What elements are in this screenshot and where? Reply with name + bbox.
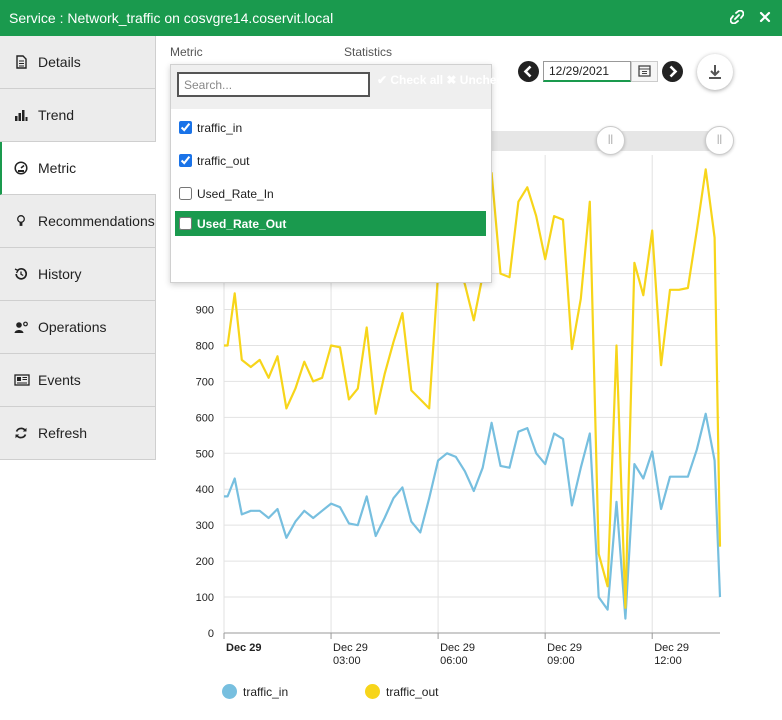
- series-line-traffic-out: [224, 168, 722, 609]
- y-tick-label: 400: [196, 484, 214, 496]
- user-gear-icon: [14, 320, 28, 334]
- window-title: Service : Network_traffic on cosvgre14.c…: [9, 10, 334, 26]
- x-tick-label: 09:00: [547, 655, 575, 667]
- lightbulb-icon: [14, 214, 28, 228]
- sidebar-item-label: Details: [38, 54, 81, 70]
- sidebar-item-label: History: [38, 266, 82, 282]
- sidebar-item-label: Metric: [38, 160, 77, 176]
- x-tick-label: 03:00: [333, 655, 361, 667]
- x-tick-label: Dec 29: [333, 642, 368, 654]
- download-icon: [709, 65, 721, 79]
- download-button[interactable]: [697, 54, 733, 90]
- window-titlebar: Service : Network_traffic on cosvgre14.c…: [0, 0, 782, 36]
- slider-handle-left[interactable]: ||: [596, 126, 625, 155]
- y-tick-label: 700: [196, 376, 214, 388]
- legend-item-traffic-in[interactable]: traffic_in: [222, 684, 288, 699]
- metric-option-label: Used_Rate_Out: [197, 216, 287, 231]
- metric-option-traffic-in[interactable]: traffic_in: [175, 115, 486, 140]
- sidebar-item-label: Trend: [38, 107, 75, 123]
- document-icon: [14, 55, 28, 69]
- x-tick-label: Dec 29: [226, 642, 261, 654]
- x-tick-label: 12:00: [654, 655, 682, 667]
- sidebar-item-details[interactable]: Details: [0, 36, 156, 89]
- y-tick-label: 800: [196, 340, 214, 352]
- y-tick-label: 500: [196, 448, 214, 460]
- sidebar-item-operations[interactable]: Operations: [0, 301, 156, 354]
- y-tick-label: 200: [196, 556, 214, 568]
- sidebar-item-events[interactable]: Events: [0, 354, 156, 407]
- y-tick-label: 0: [208, 628, 214, 640]
- x-tick-label: 06:00: [440, 655, 468, 667]
- metric-option-used-rate-in[interactable]: Used_Rate_In: [175, 181, 486, 206]
- x-tick-label: Dec 29: [547, 642, 582, 654]
- previous-date-button[interactable]: [518, 61, 539, 82]
- calendar-button[interactable]: [631, 61, 658, 82]
- metric-option-label: Used_Rate_In: [197, 186, 274, 201]
- x-tick-label: Dec 29: [654, 642, 689, 654]
- sidebar-item-label: Operations: [38, 319, 107, 335]
- dropdown-header: ✔ Check all ✖ Unchec: [171, 65, 503, 109]
- gauge-icon: [14, 161, 28, 175]
- metric-checkbox[interactable]: [179, 121, 192, 134]
- metric-option-label: traffic_in: [197, 120, 243, 135]
- statistics-label: Statistics: [344, 45, 393, 59]
- metric-option-used-rate-out[interactable]: Used_Rate_Out: [175, 211, 486, 236]
- history-icon: [14, 267, 28, 281]
- events-icon: [14, 373, 30, 387]
- main-panel: Metric Statistics: [156, 36, 782, 720]
- sidebar-item-label: Events: [38, 372, 81, 388]
- sidebar-item-label: Recommendations: [38, 213, 155, 229]
- bar-chart-icon: [14, 108, 28, 122]
- y-tick-label: 300: [196, 520, 214, 532]
- metric-checkbox[interactable]: [179, 217, 192, 230]
- sidebar-item-metric[interactable]: Metric: [0, 142, 156, 195]
- next-date-button[interactable]: [662, 61, 683, 82]
- refresh-icon: [14, 426, 28, 440]
- metric-option-label: traffic_out: [197, 153, 250, 168]
- legend-swatch: [365, 684, 380, 699]
- sidebar-item-trend[interactable]: Trend: [0, 89, 156, 142]
- legend-label: traffic_in: [243, 684, 289, 699]
- metric-checkbox[interactable]: [179, 154, 192, 167]
- sidebar-item-label: Refresh: [38, 425, 88, 441]
- metric-checkbox[interactable]: [179, 187, 192, 200]
- y-tick-label: 600: [196, 412, 214, 424]
- chevron-right-icon: [669, 65, 678, 78]
- sidebar-item-history[interactable]: History: [0, 248, 156, 301]
- check-all-link[interactable]: ✔ Check all ✖ Unchec: [377, 73, 504, 87]
- metric-dropdown: ✔ Check all ✖ Unchec traffic_in traffic_…: [170, 64, 503, 283]
- metric-option-traffic-out[interactable]: traffic_out: [175, 148, 486, 173]
- metric-search-input[interactable]: [177, 72, 370, 97]
- sidebar-item-refresh[interactable]: Refresh: [0, 407, 156, 460]
- y-tick-label: 900: [196, 305, 214, 317]
- legend-label: traffic_out: [386, 684, 439, 699]
- link-icon[interactable]: [726, 9, 748, 27]
- date-input[interactable]: [543, 61, 631, 82]
- x-tick-label: Dec 29: [440, 642, 475, 654]
- sidebar-item-recommendations[interactable]: Recommendations: [0, 195, 156, 248]
- sidebar: Details Trend Metric Recommendations His…: [0, 36, 156, 463]
- metric-label: Metric: [170, 45, 203, 59]
- legend-item-traffic-out[interactable]: traffic_out: [365, 684, 438, 699]
- calendar-icon: [638, 65, 651, 77]
- slider-handle-right[interactable]: ||: [705, 126, 734, 155]
- close-icon[interactable]: [754, 10, 776, 26]
- series-line-traffic-in: [224, 412, 722, 620]
- legend-swatch: [222, 684, 237, 699]
- chevron-left-icon: [523, 65, 532, 78]
- y-tick-label: 100: [196, 592, 214, 604]
- chart-series: [224, 168, 722, 620]
- chart-axes: 01002003004005006007008009001 000Dec 29D…: [186, 269, 720, 667]
